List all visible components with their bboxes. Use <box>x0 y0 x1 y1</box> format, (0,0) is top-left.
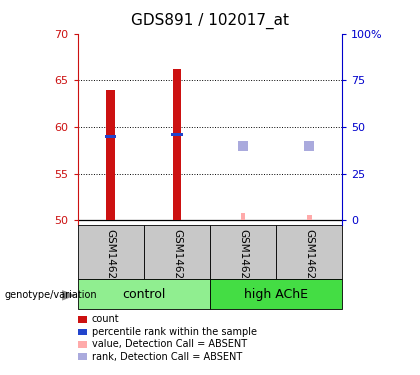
Bar <box>105 135 116 138</box>
Bar <box>107 90 115 220</box>
Text: GSM14620: GSM14620 <box>106 230 116 286</box>
Text: count: count <box>92 315 120 324</box>
Text: GSM14621: GSM14621 <box>172 230 182 286</box>
Bar <box>307 215 312 220</box>
Bar <box>210 279 342 309</box>
Text: control: control <box>122 288 165 301</box>
Text: percentile rank within the sample: percentile rank within the sample <box>92 327 257 337</box>
Text: value, Detection Call = ABSENT: value, Detection Call = ABSENT <box>92 339 247 349</box>
Polygon shape <box>62 290 76 301</box>
Text: rank, Detection Call = ABSENT: rank, Detection Call = ABSENT <box>92 352 242 362</box>
Bar <box>78 279 210 309</box>
Text: genotype/variation: genotype/variation <box>4 290 97 300</box>
Bar <box>78 225 144 279</box>
Bar <box>276 225 342 279</box>
Point <box>240 143 247 149</box>
Bar <box>144 225 210 279</box>
Text: high AChE: high AChE <box>244 288 308 301</box>
Text: GSM14622: GSM14622 <box>238 230 248 286</box>
Bar <box>171 133 183 136</box>
Bar <box>173 69 181 220</box>
Text: GSM14623: GSM14623 <box>304 230 314 286</box>
Text: GDS891 / 102017_at: GDS891 / 102017_at <box>131 13 289 29</box>
Bar <box>241 213 245 220</box>
Point <box>306 143 312 149</box>
Bar <box>210 225 276 279</box>
